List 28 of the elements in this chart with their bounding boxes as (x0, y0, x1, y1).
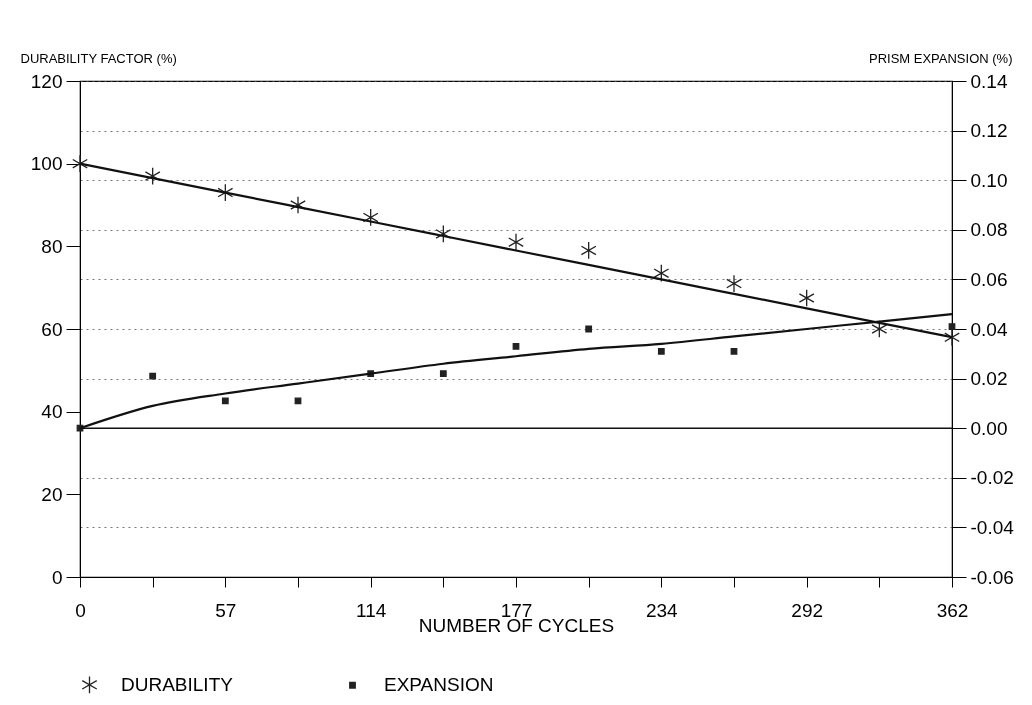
y-tick-label: 80 (41, 235, 63, 257)
y-tick-label: 40 (41, 401, 63, 423)
x-tick-label: 0 (75, 599, 86, 621)
y2-tick-label: -0.04 (970, 516, 1015, 538)
x-tick-label: 292 (791, 599, 824, 621)
x-tick-label: 234 (645, 599, 679, 621)
y2-axis-title: PRISM EXPANSION (%) (868, 50, 1013, 66)
y2-tick-label: 0.12 (970, 120, 1008, 142)
y2-tick-label: 0.04 (970, 318, 1008, 340)
x-tick-label: 114 (356, 599, 387, 621)
y-tick-label: 60 (41, 318, 63, 340)
legend-label: DURABILITY (121, 673, 234, 695)
y2-tick-label: 0.10 (970, 169, 1008, 191)
y2-tick-label: -0.06 (970, 566, 1014, 588)
y-tick-label: 100 (30, 153, 63, 175)
y-axis-title: DURABILITY FACTOR (%) (20, 50, 177, 66)
y-tick-label: 120 (30, 70, 63, 92)
y-tick-label: 20 (41, 483, 63, 505)
y-tick-label: 0 (51, 566, 63, 588)
y2-tick-label: 0.14 (970, 70, 1008, 92)
legend-label: EXPANSION (384, 674, 494, 696)
y2-tick-label: 0.08 (970, 219, 1008, 241)
y2-tick-label: -0.02 (970, 467, 1014, 489)
x-tick-label: 57 (215, 599, 237, 621)
x-tick-label: 362 (936, 599, 969, 621)
y2-tick-label: 0.02 (970, 368, 1008, 390)
y2-tick-label: 0.06 (970, 268, 1008, 290)
y2-tick-label: 0.00 (970, 417, 1008, 439)
